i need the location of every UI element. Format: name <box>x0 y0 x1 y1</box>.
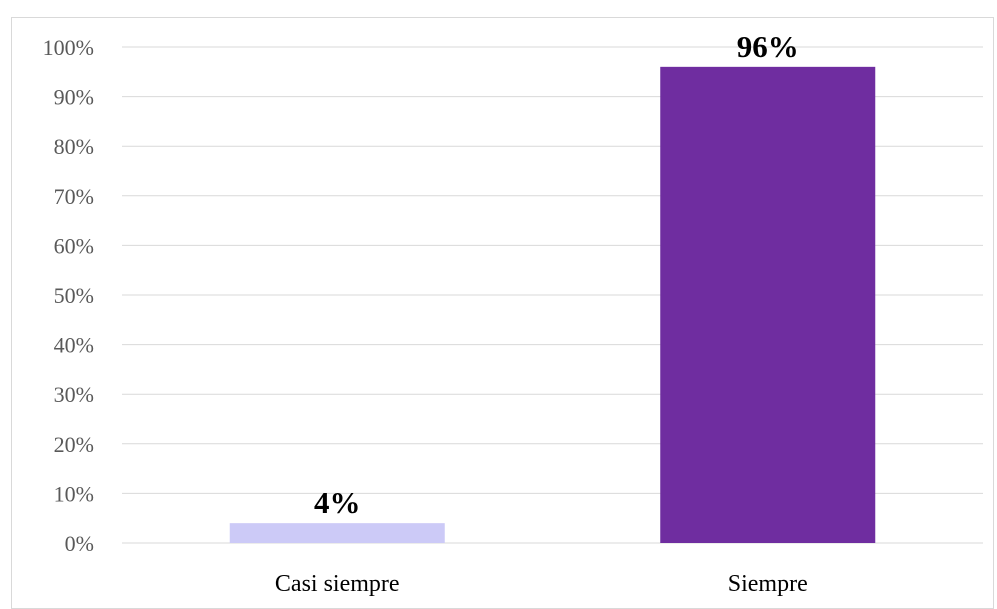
y-tick-label: 70% <box>54 184 94 209</box>
y-tick-label: 100% <box>43 35 94 60</box>
data-label: 96% <box>737 29 799 64</box>
labels: 0% 10% 20% 30% 40% 50% 60% 70% 80% 90% 100% 4% Casi … <box>43 29 808 597</box>
y-tick-label: 10% <box>54 481 94 506</box>
x-category-label: Siempre <box>728 571 808 597</box>
y-tick-label: 90% <box>54 85 94 110</box>
y-tick-label: 0% <box>65 531 94 556</box>
y-tick-label: 40% <box>54 333 94 358</box>
y-tick-label: 80% <box>54 134 94 159</box>
y-tick-label: 20% <box>54 432 94 457</box>
y-tick-label: 60% <box>54 233 94 258</box>
data-label: 4% <box>314 485 361 520</box>
bar-casi-siempre <box>229 523 445 543</box>
x-category-label: Casi siempre <box>275 571 400 597</box>
y-tick-label: 30% <box>54 382 94 407</box>
y-tick-label: 50% <box>54 283 94 308</box>
bar-siempre <box>660 66 876 543</box>
bars <box>229 66 876 543</box>
